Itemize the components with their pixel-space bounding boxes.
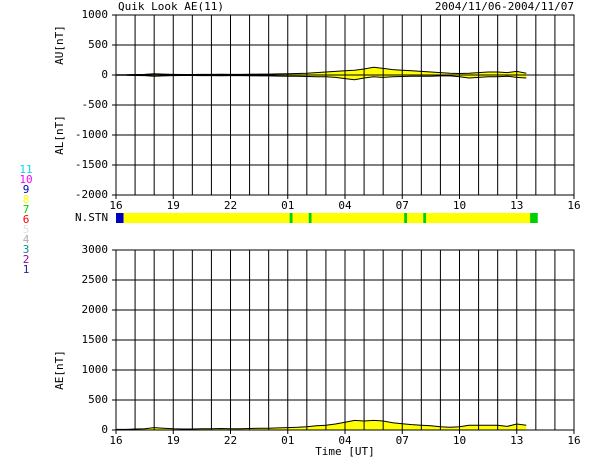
x-tick-label: 16 <box>567 199 580 212</box>
y-tick-label: 2000 <box>82 303 109 316</box>
y-tick-label: 1000 <box>82 8 109 21</box>
x-tick-label: 01 <box>281 434 294 447</box>
x-tick-label: 19 <box>167 199 180 212</box>
y-axis-label: AE[nT] <box>53 350 66 390</box>
station-segment <box>404 213 408 223</box>
station-legend-label: 10 <box>19 173 32 186</box>
y-tick-label: 1500 <box>82 333 109 346</box>
x-tick-label: 13 <box>510 434 523 447</box>
station-legend-label: 3 <box>23 243 30 256</box>
chart-subtitle: 2004/11/06-2004/11/07 <box>435 0 574 13</box>
y-tick-label: -1000 <box>75 128 108 141</box>
station-legend-label: 5 <box>23 223 30 236</box>
station-segment <box>123 213 290 223</box>
station-segment <box>530 213 538 223</box>
station-segment <box>426 213 531 223</box>
x-tick-label: 16 <box>109 434 122 447</box>
y-tick-label: -2000 <box>75 188 108 201</box>
station-segment <box>308 213 312 223</box>
y-tick-label: 500 <box>88 393 108 406</box>
station-legend-label: 2 <box>23 253 30 266</box>
y-tick-label: 1000 <box>82 363 109 376</box>
chart-title: Quik Look AE(11) <box>118 0 224 13</box>
station-legend-label: 7 <box>23 203 30 216</box>
x-tick-label: 16 <box>567 434 580 447</box>
line <box>116 419 527 430</box>
x-axis-label: Time [UT] <box>315 445 375 458</box>
y-tick-label: 2500 <box>82 273 109 286</box>
station-segment <box>289 213 293 223</box>
area <box>116 420 527 430</box>
station-legend-label: 4 <box>23 233 30 246</box>
station-segment <box>423 213 427 223</box>
x-tick-label: 16 <box>109 199 122 212</box>
station-legend-label: 8 <box>23 193 30 206</box>
station-legend-label: 9 <box>23 183 30 196</box>
station-label: N.STN <box>75 211 108 224</box>
x-tick-label: 10 <box>453 199 466 212</box>
station-legend-label: 11 <box>19 163 32 176</box>
y-tick-label: 3000 <box>82 243 109 256</box>
x-tick-label: 22 <box>224 199 237 212</box>
y-tick-label: -1500 <box>75 158 108 171</box>
x-tick-label: 04 <box>338 199 352 212</box>
x-tick-label: 10 <box>453 434 466 447</box>
x-tick-label: 19 <box>167 434 180 447</box>
x-tick-label: 04 <box>338 434 352 447</box>
station-segment <box>116 213 124 223</box>
x-tick-label: 01 <box>281 199 294 212</box>
station-segment <box>292 213 309 223</box>
plot-frame <box>115 14 575 196</box>
y-tick-label: 0 <box>101 423 108 436</box>
y-axis-label: AU[nT] <box>53 25 66 65</box>
station-segment <box>407 213 424 223</box>
area <box>116 67 527 75</box>
station-segment <box>311 213 405 223</box>
x-tick-label: 13 <box>510 199 523 212</box>
y-tick-label: 500 <box>88 38 108 51</box>
station-legend-label: 1 <box>23 263 30 276</box>
y-tick-label: -500 <box>82 98 109 111</box>
x-tick-label: 07 <box>396 434 409 447</box>
y-tick-label: 0 <box>101 68 108 81</box>
plot-frame <box>115 249 575 431</box>
x-tick-label: 07 <box>396 199 409 212</box>
y-axis-label: AL[nT] <box>53 115 66 155</box>
x-tick-label: 22 <box>224 434 237 447</box>
station-legend-label: 6 <box>23 213 30 226</box>
